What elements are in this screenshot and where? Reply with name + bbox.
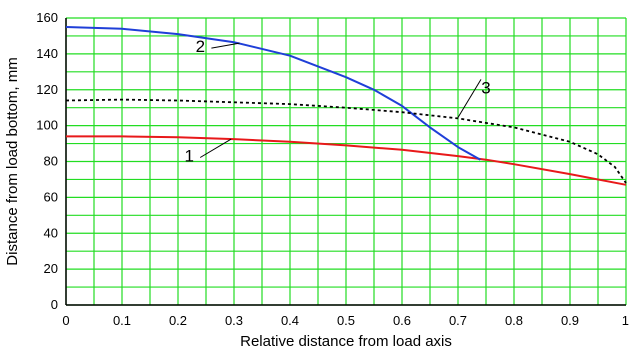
y-tick-label: 40 bbox=[44, 225, 58, 240]
x-axis-label: Relative distance from load axis bbox=[240, 333, 452, 350]
x-tick-label: 0 bbox=[62, 313, 69, 328]
x-tick-label: 0.4 bbox=[281, 313, 299, 328]
y-tick-label: 140 bbox=[36, 46, 58, 61]
callout-group: 1 2 3 bbox=[184, 37, 490, 165]
y-tick-label: 120 bbox=[36, 82, 58, 97]
series-line-1 bbox=[66, 135, 627, 186]
y-axis-label: Distance from load bottom, mm bbox=[4, 57, 21, 265]
y-tick-label: 60 bbox=[44, 189, 58, 204]
y-tick-label: 20 bbox=[44, 261, 58, 276]
grid-lines bbox=[65, 17, 627, 306]
y-tick-label: 0 bbox=[51, 297, 58, 312]
y-tick-label: 160 bbox=[36, 10, 58, 25]
callout-leader-2 bbox=[211, 42, 240, 49]
series-line-3 bbox=[65, 98, 627, 184]
y-tick-label: 100 bbox=[36, 118, 58, 133]
tick-labels: 0 0.1 0.2 0.3 0.4 0.5 0.6 0.7 0.8 0.9 1 0 20 40 60 80 10… bbox=[36, 10, 629, 328]
x-tick-label: 0.6 bbox=[393, 313, 411, 328]
callout-label-2: 2 bbox=[196, 37, 205, 56]
x-tick-label: 0.5 bbox=[337, 313, 355, 328]
x-tick-label: 0.2 bbox=[169, 313, 187, 328]
x-tick-label: 0.3 bbox=[225, 313, 243, 328]
y-tick-label: 80 bbox=[44, 154, 58, 169]
callout-label-1: 1 bbox=[184, 147, 193, 166]
callout-leader-1 bbox=[199, 138, 232, 158]
x-tick-label: 0.1 bbox=[113, 313, 131, 328]
series-line-2 bbox=[65, 26, 481, 161]
axes bbox=[65, 18, 626, 306]
callout-label-3: 3 bbox=[481, 78, 490, 97]
x-tick-label: 1 bbox=[622, 313, 629, 328]
series-group bbox=[65, 26, 627, 186]
x-tick-label: 0.9 bbox=[561, 313, 579, 328]
callout-leader-3 bbox=[457, 79, 482, 118]
x-tick-label: 0.8 bbox=[505, 313, 523, 328]
x-tick-label: 0.7 bbox=[449, 313, 467, 328]
